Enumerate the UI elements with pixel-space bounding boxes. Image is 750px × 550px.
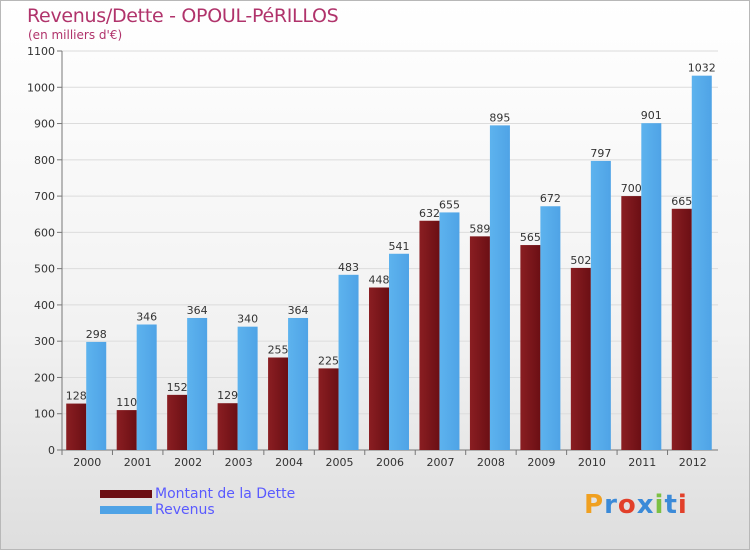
- bar-revenus: [86, 341, 107, 450]
- data-label-revenus: 541: [389, 240, 410, 253]
- data-label-dette: 700: [621, 182, 642, 195]
- bar-dette: [419, 220, 440, 450]
- x-tick-label: 2004: [275, 456, 303, 469]
- bar-revenus: [338, 274, 359, 450]
- data-label-dette: 129: [217, 389, 238, 402]
- bar-dette: [116, 410, 137, 450]
- logo-letter: o: [617, 490, 637, 520]
- data-label-revenus: 672: [540, 192, 561, 205]
- bar-dette: [369, 287, 389, 450]
- bar-revenus: [389, 253, 409, 450]
- y-tick-label: 400: [34, 299, 55, 312]
- data-label-dette: 632: [419, 207, 440, 220]
- bar-revenus: [237, 326, 258, 450]
- data-label-dette: 665: [671, 195, 692, 208]
- logo-letter: r: [604, 490, 618, 520]
- data-label-dette: 565: [520, 231, 541, 244]
- x-tick-label: 2002: [174, 456, 202, 469]
- y-tick-label: 1000: [27, 81, 55, 94]
- x-tick-label: 2005: [326, 456, 354, 469]
- bar-revenus: [187, 317, 208, 450]
- data-label-revenus: 364: [288, 304, 309, 317]
- bar-dette: [621, 196, 642, 450]
- y-tick-label: 700: [34, 190, 55, 203]
- bar-revenus: [540, 206, 561, 450]
- bar-dette: [318, 368, 339, 450]
- legend-swatch-dette: [100, 490, 152, 498]
- data-label-dette: 589: [469, 222, 490, 235]
- data-label-revenus: 1032: [688, 62, 716, 75]
- bar-dette: [217, 403, 238, 450]
- data-label-revenus: 901: [641, 109, 662, 122]
- legend-label-revenus: Revenus: [155, 502, 215, 518]
- bar-revenus: [439, 212, 460, 450]
- x-tick-label: 2011: [628, 456, 656, 469]
- x-tick-label: 2010: [578, 456, 606, 469]
- bar-dette: [268, 357, 289, 450]
- legend: Montant de la Dette Revenus: [100, 486, 295, 518]
- legend-item-dette: Montant de la Dette: [100, 486, 295, 502]
- logo-letter: P: [584, 490, 605, 520]
- bar-dette: [520, 245, 541, 450]
- logo-letter: t: [664, 490, 678, 520]
- legend-item-revenus: Revenus: [100, 502, 295, 518]
- bar-revenus: [136, 324, 157, 450]
- logo-letter: i: [677, 490, 688, 520]
- y-tick-label: 900: [34, 118, 55, 131]
- data-label-dette: 448: [369, 273, 390, 286]
- y-tick-label: 300: [34, 335, 55, 348]
- y-tick-label: 0: [48, 444, 55, 457]
- chart-title: Revenus/Dette - OPOUL-PéRILLOS: [27, 5, 339, 27]
- bar-dette: [469, 236, 490, 450]
- x-tick-label: 2003: [225, 456, 253, 469]
- x-tick-label: 2008: [477, 456, 505, 469]
- data-label-revenus: 895: [489, 111, 510, 124]
- data-label-revenus: 346: [136, 310, 157, 323]
- x-tick-label: 2007: [426, 456, 454, 469]
- legend-swatch-revenus: [100, 506, 152, 514]
- chart-subtitle: (en milliers d'€): [28, 28, 123, 42]
- bar-dette: [167, 394, 188, 450]
- logo-letter: x: [636, 490, 655, 520]
- bar-revenus: [489, 125, 510, 450]
- y-tick-label: 1100: [27, 45, 55, 58]
- bar-revenus: [691, 75, 712, 450]
- data-label-revenus: 655: [439, 198, 460, 211]
- x-tick-label: 2000: [73, 456, 101, 469]
- data-label-dette: 502: [570, 254, 591, 267]
- logo-letter: i: [654, 490, 665, 520]
- data-label-dette: 255: [268, 344, 289, 357]
- x-tick-label: 2001: [124, 456, 152, 469]
- data-label-revenus: 298: [86, 328, 107, 341]
- data-label-revenus: 797: [590, 147, 611, 160]
- y-tick-label: 100: [34, 408, 55, 421]
- bar-dette: [66, 403, 87, 450]
- proxiti-logo: Proxiti: [584, 490, 688, 520]
- data-label-revenus: 340: [237, 313, 258, 326]
- y-tick-label: 800: [34, 154, 55, 167]
- data-label-dette: 225: [318, 354, 339, 367]
- bar-dette: [570, 267, 591, 450]
- x-tick-label: 2012: [679, 456, 707, 469]
- data-label-revenus: 483: [338, 261, 359, 274]
- y-tick-label: 200: [34, 371, 55, 384]
- y-tick-label: 500: [34, 263, 55, 276]
- x-tick-label: 2009: [527, 456, 555, 469]
- data-label-dette: 128: [66, 390, 87, 403]
- legend-label-dette: Montant de la Dette: [155, 486, 296, 502]
- x-tick-label: 2006: [376, 456, 404, 469]
- bar-revenus: [590, 160, 611, 450]
- y-tick-label: 600: [34, 226, 55, 239]
- data-label-dette: 110: [116, 396, 137, 409]
- data-label-dette: 152: [167, 381, 188, 394]
- data-label-revenus: 364: [187, 304, 208, 317]
- bar-revenus: [288, 317, 309, 450]
- bar-revenus: [641, 123, 662, 450]
- bar-dette: [671, 208, 692, 450]
